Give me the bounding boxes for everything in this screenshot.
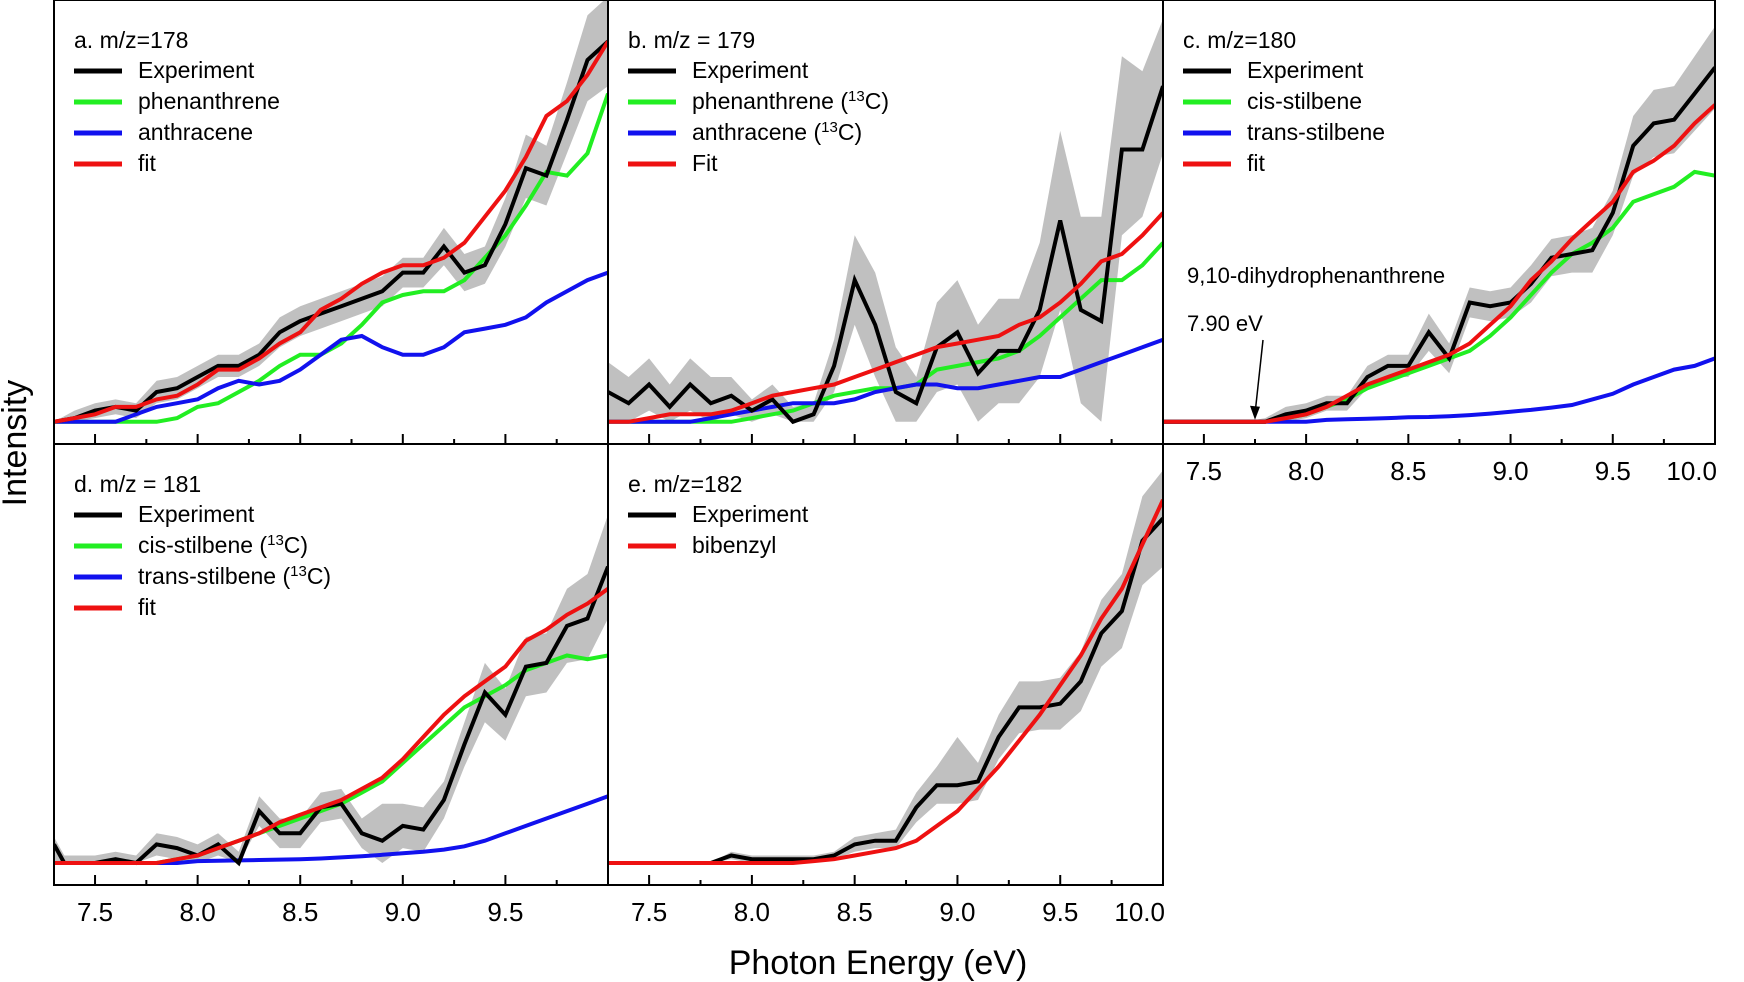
legend-label-a-anthracene: anthracene — [138, 119, 253, 145]
panel-a: a. m/z=178 Experiment phenanthrene anthrace… — [53, 0, 609, 445]
legend-label-d-fit: fit — [138, 594, 157, 620]
legend-label-a-phenanthrene: phenanthrene — [138, 88, 280, 114]
x-tick-label-c: 9.5 — [1595, 456, 1631, 486]
x-tick-label-e: 10.0 — [1114, 897, 1165, 927]
legend-label-b-phenanthrene-13c: phenanthrene (13C) — [692, 88, 889, 115]
legend-label-d-trans-stilbene-13c: trans-stilbene (13C) — [138, 563, 331, 590]
series-line-c-fit — [1163, 103, 1715, 424]
legend-label-b-fit: Fit — [692, 150, 718, 176]
panel-b: b. m/z = 179 Experiment phenanthrene (13C)… — [607, 0, 1164, 445]
x-tick-label-e: 9.0 — [939, 897, 975, 927]
legend-label-b-experiment: Experiment — [692, 57, 809, 83]
x-tick-label-e: 9.5 — [1042, 897, 1078, 927]
series-line-a-fit — [54, 40, 608, 424]
legend-label-b-anthracene-13c: anthracene (13C) — [692, 119, 862, 146]
annotation-arrow-head — [1250, 405, 1260, 420]
x-tick-label-c: 10.0 — [1666, 456, 1717, 486]
x-tick-label-e: 8.5 — [837, 897, 873, 927]
legend-label-d-experiment: Experiment — [138, 501, 255, 527]
panel-title-a: a. m/z=178 — [74, 27, 188, 53]
legend-label-e-bibenzyl: bibenzyl — [692, 532, 776, 558]
annotation-label: 9,10-dihydrophenanthrene — [1187, 263, 1445, 288]
panel-c-data — [1163, 26, 1715, 424]
legend-label-c-trans-stilbene: trans-stilbene — [1247, 119, 1385, 145]
x-tick-label-c: 7.5 — [1186, 456, 1222, 486]
panel-a-data — [54, 0, 608, 424]
x-tick-label-d: 8.5 — [282, 897, 318, 927]
legend-label-c-cis-stilbene: cis-stilbene — [1247, 88, 1362, 114]
panel-b-data — [608, 19, 1163, 425]
panel-d: 7.5 8.0 8.5 9.0 9.5 d. m/z = 181 Experiment cis… — [53, 443, 609, 927]
series-line-e-bibenzyl — [608, 499, 1163, 865]
x-tick-label-d: 7.5 — [77, 897, 113, 927]
plots-layer: a. m/z=178 Experiment phenanthrene anthrace… — [53, 0, 1717, 927]
panel-d-data — [54, 514, 608, 867]
annotation-value: 7.90 eV — [1187, 311, 1263, 336]
uncertainty-band-e — [608, 470, 1163, 863]
x-tick-label-c: 8.0 — [1288, 456, 1324, 486]
x-tick-label-d: 8.0 — [180, 897, 216, 927]
x-tick-label-e: 7.5 — [631, 897, 667, 927]
series-line-a-anthracene — [54, 270, 608, 424]
legend-label-a-experiment: Experiment — [138, 57, 255, 83]
panel-title-b: b. m/z = 179 — [628, 27, 755, 53]
panel-e-data — [608, 470, 1163, 865]
panel-frame-e — [607, 443, 1164, 886]
panel-title-c: c. m/z=180 — [1183, 27, 1296, 53]
annotation-arrow-shaft — [1254, 339, 1264, 414]
legend-label-c-experiment: Experiment — [1247, 57, 1364, 83]
panel-c: 7.5 8.0 8.5 9.0 9.5 10.0 c. m/z=180 Experiment c… — [1162, 0, 1717, 486]
panel-frame-c — [1162, 0, 1716, 445]
x-tick-label-d: 9.5 — [487, 897, 523, 927]
y-axis-title: Intensity — [0, 380, 34, 507]
x-tick-label-c: 8.5 — [1390, 456, 1426, 486]
x-tick-label-d: 9.0 — [385, 897, 421, 927]
series-line-b-experiment — [608, 85, 1163, 425]
x-axis-title: Photon Energy (eV) — [729, 944, 1028, 982]
panel-title-d: d. m/z = 181 — [74, 471, 201, 497]
series-line-b-fit — [608, 211, 1163, 424]
panel-e: 7.5 8.0 8.5 9.0 9.5 10.0 e. m/z=182 Experiment b… — [607, 443, 1165, 927]
legend-label-d-cis-stilbene-13c: cis-stilbene (13C) — [138, 532, 308, 559]
legend-label-e-experiment: Experiment — [692, 501, 809, 527]
x-tick-label-e: 8.0 — [734, 897, 770, 927]
x-tick-label-c: 9.0 — [1492, 456, 1528, 486]
series-line-c-trans-stilbene — [1163, 356, 1715, 424]
panel-title-e: e. m/z=182 — [628, 471, 742, 497]
legend-label-a-fit: fit — [138, 150, 157, 176]
series-line-d-fit — [54, 587, 608, 865]
series-line-b-anthracene-13c — [608, 337, 1163, 424]
legend-label-c-fit: fit — [1247, 150, 1266, 176]
